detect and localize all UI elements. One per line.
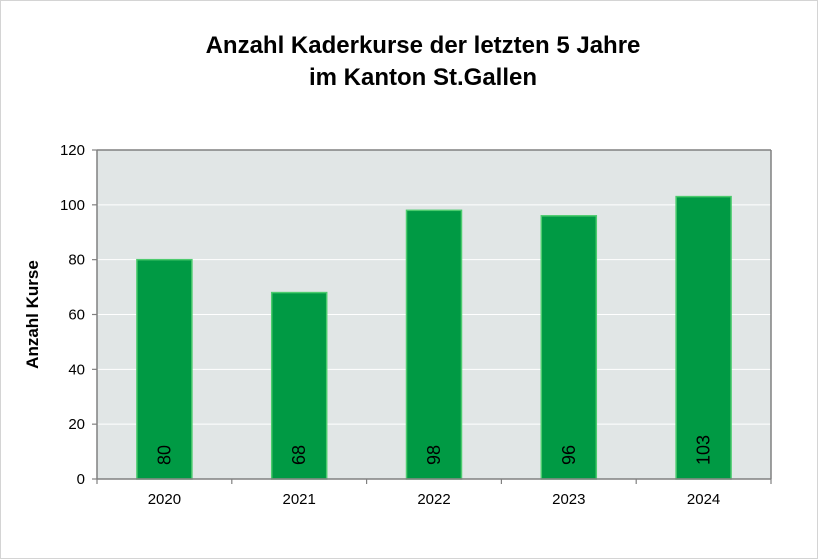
y-tick-label-40: 40 xyxy=(68,361,85,378)
y-tick-labels: 0 20 40 60 80 100 120 xyxy=(60,142,85,488)
x-tick-labels: 2020 2021 2022 2023 2024 xyxy=(148,491,721,508)
data-label-2021: 68 xyxy=(289,445,309,465)
y-tick-label-80: 80 xyxy=(68,252,85,269)
bar-2023 xyxy=(540,215,598,480)
y-tick-label-120: 120 xyxy=(60,142,85,159)
y-tick-label-100: 100 xyxy=(60,197,85,214)
bar-2022 xyxy=(405,209,463,480)
y-tick-label-0: 0 xyxy=(77,471,85,488)
bar-2021 xyxy=(270,291,328,480)
x-tick-label-2024: 2024 xyxy=(687,491,720,508)
x-tick-label-2023: 2023 xyxy=(552,491,585,508)
axes xyxy=(92,149,772,484)
data-label-2023: 96 xyxy=(559,445,579,465)
data-label-2022: 98 xyxy=(424,445,444,465)
data-label-2024: 103 xyxy=(694,435,714,465)
y-axis-title: Anzahl Kurse xyxy=(23,260,42,369)
y-tick-label-60: 60 xyxy=(68,307,85,324)
x-tick-label-2021: 2021 xyxy=(283,491,316,508)
x-tick-label-2022: 2022 xyxy=(417,491,450,508)
x-tick-label-2020: 2020 xyxy=(148,491,181,508)
bars xyxy=(136,195,732,480)
chart-title-line-2: im Kanton St.Gallen xyxy=(308,64,538,91)
data-labels: 80 68 98 96 103 xyxy=(154,435,713,465)
bar-2024 xyxy=(675,195,732,480)
bar-2020 xyxy=(136,258,193,480)
y-tick-label-20: 20 xyxy=(68,416,85,433)
chart-title-line-1: Anzahl Kaderkurse der letzten 5 Jahre xyxy=(205,32,641,59)
data-label-2020: 80 xyxy=(154,445,174,465)
